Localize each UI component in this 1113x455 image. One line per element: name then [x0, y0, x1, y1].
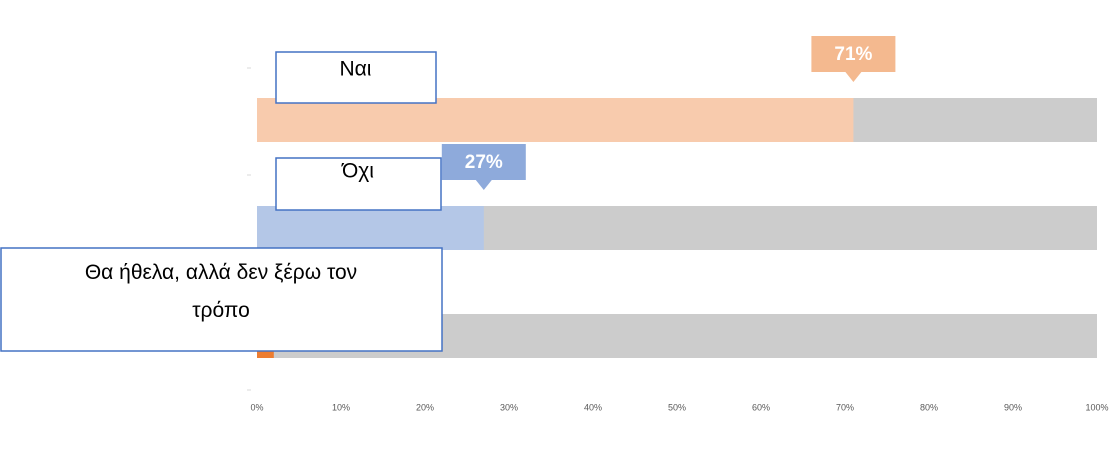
data-label: 27% — [465, 152, 503, 173]
category-label: Όχι — [341, 160, 374, 183]
x-tick-label: 60% — [752, 402, 770, 412]
callout — [811, 36, 896, 82]
bar — [257, 206, 484, 250]
x-tick-label: 100% — [1085, 402, 1108, 412]
bar — [257, 98, 854, 142]
x-tick-label: 90% — [1004, 402, 1022, 412]
x-tick-label: 40% — [584, 402, 602, 412]
x-tick-label: 0% — [250, 402, 263, 412]
category-box — [0, 247, 443, 352]
category-label-line: Θα ήθελα, αλλά δεν ξέρω τον — [85, 261, 357, 284]
x-tick-label: 80% — [920, 402, 938, 412]
x-tick-label: 10% — [332, 402, 350, 412]
category-label-line: τρόπο — [192, 299, 250, 322]
x-tick-label: 20% — [416, 402, 434, 412]
x-tick-label: 30% — [500, 402, 518, 412]
x-tick-label: 70% — [836, 402, 854, 412]
callout — [441, 144, 526, 190]
category-label: Θα ήθελα, αλλά δεν ξέρω τον τρόπο — [85, 261, 357, 322]
category-box — [275, 51, 437, 104]
x-tick-label: 50% — [668, 402, 686, 412]
data-label: 71% — [834, 44, 872, 65]
category-box — [275, 157, 442, 211]
category-label: Ναι — [340, 58, 372, 81]
